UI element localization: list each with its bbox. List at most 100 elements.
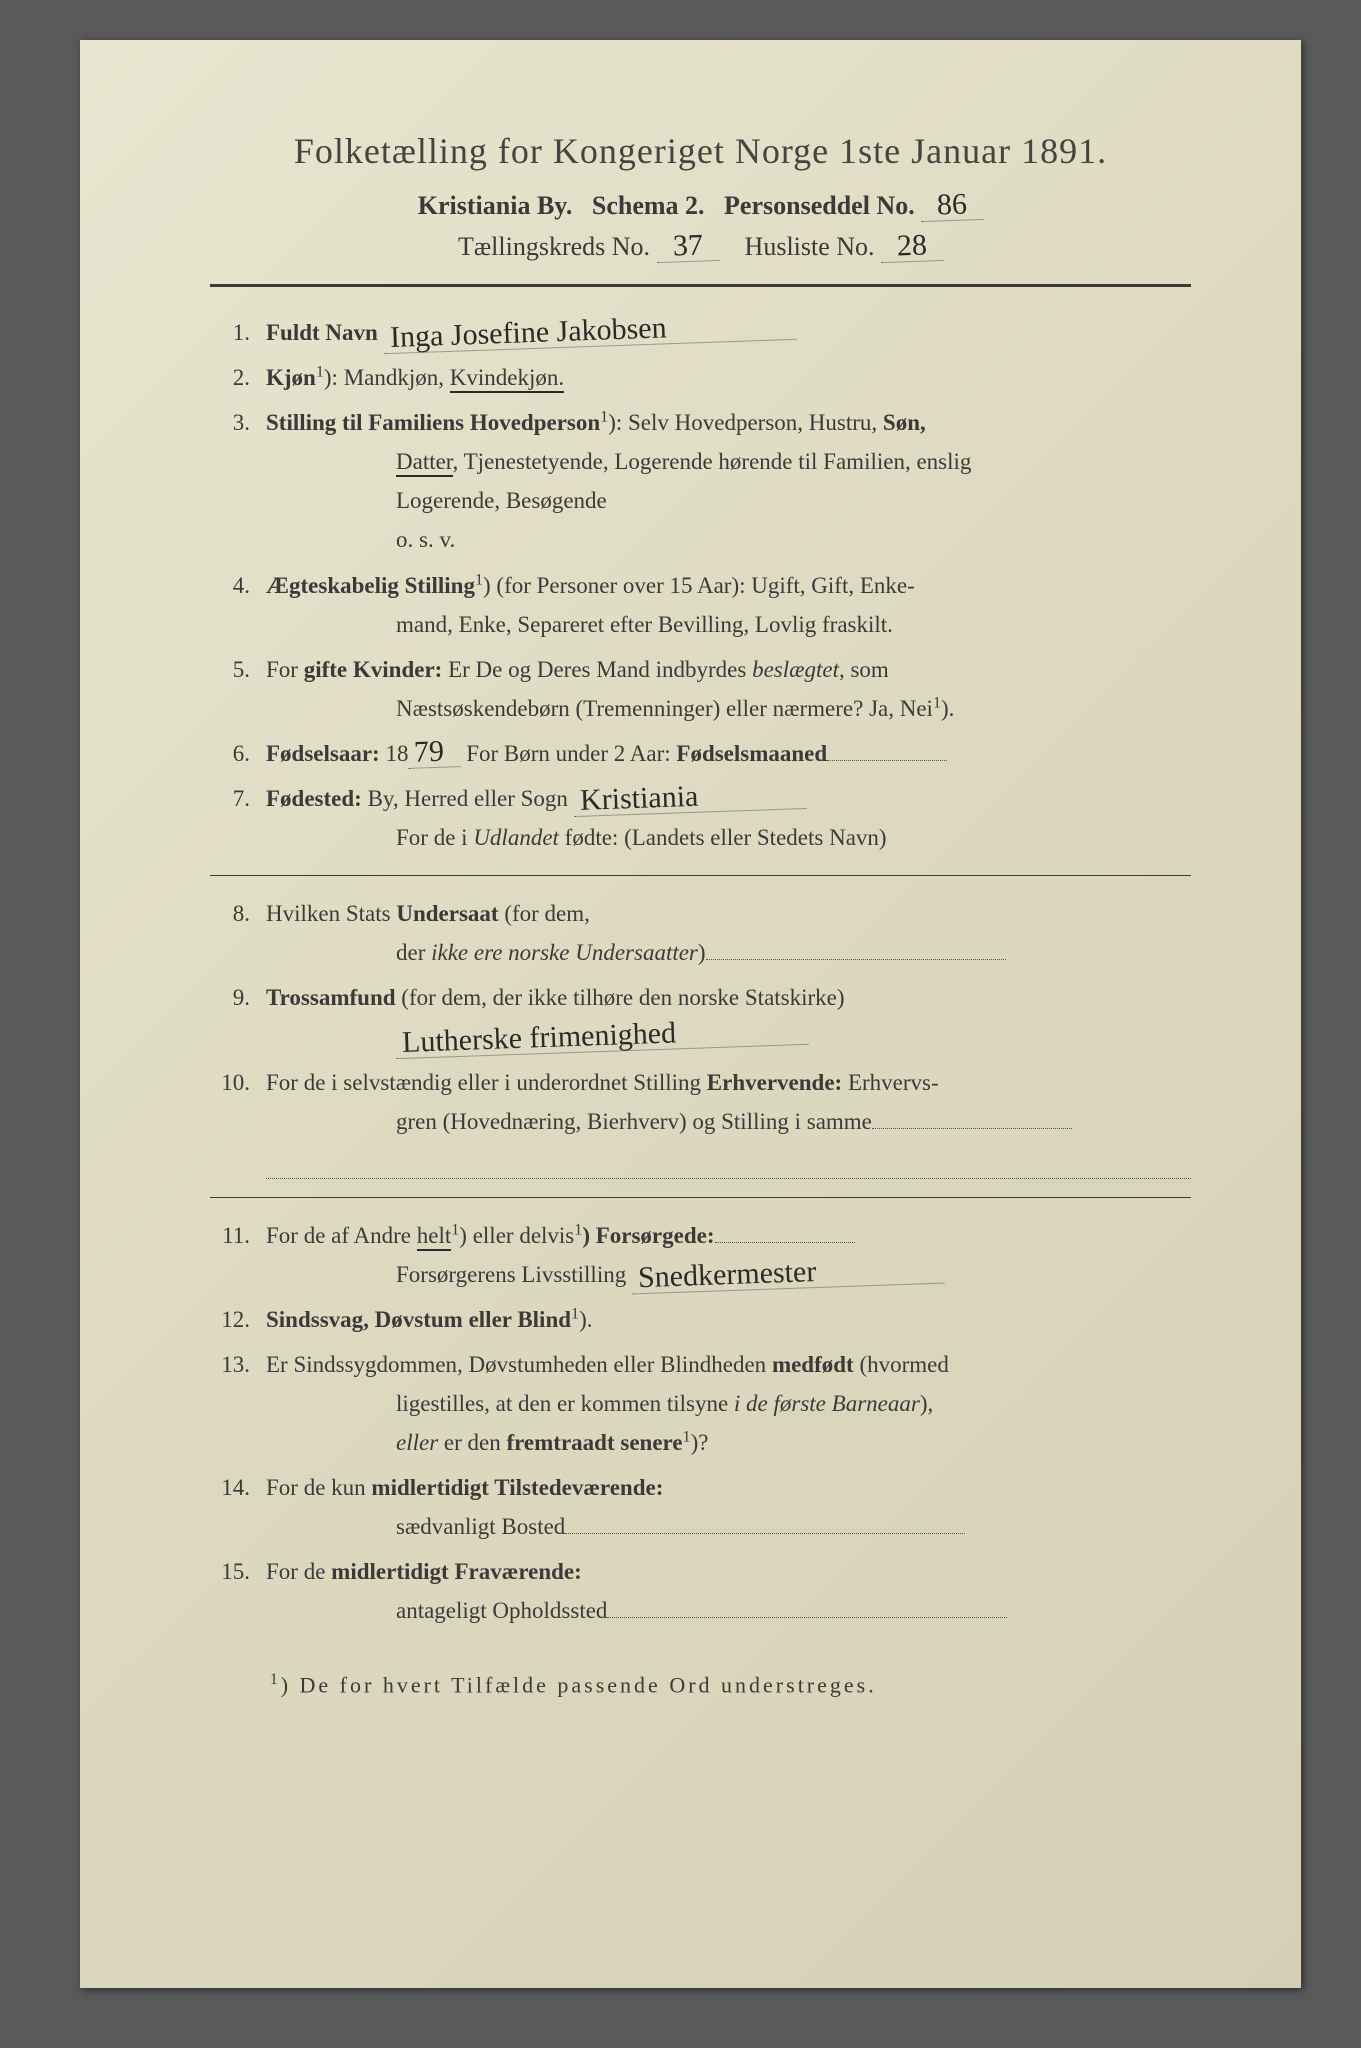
f14-line2-wrap: sædvanligt Bosted [266, 1507, 1191, 1546]
relation-son: Søn, [883, 410, 926, 435]
f5-b1: gifte Kvinder: [304, 657, 443, 682]
whereabouts-blank [607, 1594, 1007, 1618]
field-5-married-women: For gifte Kvinder: Er De og Deres Mand i… [210, 650, 1191, 728]
footnote: 1) De for hvert Tilfælde passende Ord un… [210, 1671, 1191, 1698]
district-label: Tællingskreds No. [458, 232, 650, 261]
form-fields-list: Fuldt Navn Inga Josefine Jakobsen Kjøn1)… [210, 313, 1191, 857]
field-4-line2: mand, Enke, Separeret efter Bevilling, L… [266, 605, 1191, 644]
form-fields-list-2: Hvilken Stats Undersaat (for dem, der ik… [210, 894, 1191, 1178]
sex-male-option: Mandkjøn, [344, 365, 444, 390]
field-12-disability: Sindssvag, Døvstum eller Blind1). [210, 1300, 1191, 1339]
birth-month-blank [827, 737, 947, 761]
f8-rest: (for dem, [499, 901, 590, 926]
f11-helt-selected: helt [417, 1223, 452, 1251]
occupation-blank-2 [266, 1141, 1191, 1179]
field-10-occupation: For de i selvstændig eller i underordnet… [210, 1063, 1191, 1179]
f5-rest1: Er De og Deres Mand indbyrdes [442, 657, 752, 682]
f8-line2: der ikke ere norske Undersaatter) [266, 933, 1191, 972]
f11-lead: For de af Andre [266, 1223, 417, 1248]
f14-b: midlertidigt Tilstedeværende: [371, 1475, 663, 1500]
viewer-frame: Folketælling for Kongeriget Norge 1ste J… [0, 0, 1361, 2048]
f15-b: midlertidigt Fraværende: [331, 1559, 582, 1584]
f11-line2-wrap: Forsørgerens Livsstilling Snedkermester [266, 1255, 1191, 1294]
provider-occupation-value: Snedkermester [632, 1252, 945, 1294]
f9-value-line: Lutherske frimenighed [266, 1018, 1191, 1057]
f7-l2b: fødte: (Landets eller Stedets Navn) [559, 825, 887, 850]
birthplace-value: Kristiania [573, 778, 806, 817]
city-label: Kristiania By. [418, 191, 573, 220]
f13-line2: ligestilles, at den er kommen tilsyne i … [266, 1384, 1191, 1423]
field-11-dependents: For de af Andre helt1) eller delvis1) Fo… [210, 1216, 1191, 1294]
field-7-birthplace: Fødested: By, Herred eller Sogn Kristian… [210, 779, 1191, 857]
f9-label: Trossamfund [266, 985, 396, 1010]
houselist-number-value: 28 [881, 230, 944, 263]
f7-line2: For de i Udlandet fødte: (Landets eller … [266, 818, 1191, 857]
slip-label: Personseddel No. [724, 191, 915, 220]
main-title: Folketælling for Kongeriget Norge 1ste J… [210, 130, 1191, 172]
f6-b2: Fødselsmaaned [676, 741, 827, 766]
schema-label: Schema 2. [592, 191, 705, 220]
form-fields-list-3: For de af Andre helt1) eller delvis1) Fo… [210, 1216, 1191, 1631]
sex-female-option-selected: Kvindekjøn. [450, 365, 564, 393]
field-1-label: Fuldt Navn [266, 320, 378, 345]
f15-line2: antageligt Opholdssted [396, 1598, 607, 1623]
f10-rest: Erhvervs- [842, 1070, 938, 1095]
f5-rest2: som [845, 657, 889, 682]
houselist-label: Husliste No. [745, 232, 875, 261]
f14-line2: sædvanligt Bosted [396, 1514, 565, 1539]
f5-lead: For [266, 657, 304, 682]
f13-l3b: er den [438, 1430, 506, 1455]
f8-lead: Hvilken Stats [266, 901, 396, 926]
f14-lead: For de kun [266, 1475, 371, 1500]
divider-mid-2 [210, 1197, 1191, 1198]
district-number-value: 37 [656, 230, 719, 263]
field-8-citizenship: Hvilken Stats Undersaat (for dem, der ik… [210, 894, 1191, 972]
f11-b: ) Forsørgede: [582, 1223, 714, 1248]
footnote-sup: 1 [270, 1671, 281, 1688]
f7-l2a: For de i [396, 825, 473, 850]
subheader-line-2: Tællingskreds No. 37 Husliste No. 28 [210, 231, 1191, 262]
slip-number-value: 86 [921, 189, 984, 222]
f8-l2a: der [396, 940, 431, 965]
f13-b2: fremtraadt senere [506, 1430, 682, 1455]
f8-b: Undersaat [396, 901, 498, 926]
field-3-label: Stilling til Familiens Hovedperson [266, 410, 600, 435]
f13-i1: i de første Barneaar [734, 1391, 920, 1416]
f5-sup: 1 [933, 694, 941, 711]
f11-line2: Forsørgerens Livsstilling [396, 1262, 626, 1287]
field-3-line2: Datter, Tjenestetyende, Logerende hørend… [266, 442, 1191, 481]
field-14-temporary-present: For de kun midlertidigt Tilstedeværende:… [210, 1468, 1191, 1546]
field-3-tail: ): Selv Hovedperson, Hustru, [608, 410, 883, 435]
f12-sup: 1 [571, 1305, 579, 1322]
f11-blank-top [715, 1219, 855, 1243]
field-3-rest1: , Tjenestetyende, Logerende hørende til … [453, 449, 972, 474]
f10-line2-wrap: gren (Hovednæring, Bierhverv) og Stillin… [266, 1102, 1191, 1141]
f13-line3: eller er den fremtraadt senere1)? [266, 1423, 1191, 1462]
field-4-marital: Ægteskabelig Stilling1) (for Personer ov… [210, 566, 1191, 644]
religion-value: Lutherske frimenighed [396, 1013, 809, 1058]
field-3-relation: Stilling til Familiens Hovedperson1): Se… [210, 403, 1191, 559]
field-4-label: Ægteskabelig Stilling [266, 573, 475, 598]
f5-i1: beslægtet, [752, 657, 845, 682]
f13-l1a: Er Sindssygdommen, Døvstumheden eller Bl… [266, 1352, 772, 1377]
f5-close: ). [941, 696, 954, 721]
f13-l3a: eller [396, 1430, 438, 1455]
f13-l1b: (hvormed [854, 1352, 949, 1377]
field-3-line4: o. s. v. [266, 520, 1191, 559]
field-6-birthyear: Fødselsaar: 1879 For Børn under 2 Aar: F… [210, 734, 1191, 773]
field-2-label: Kjøn [266, 365, 316, 390]
f12-close: ). [579, 1307, 592, 1332]
field-13-disability-onset: Er Sindssygdommen, Døvstumheden eller Bl… [210, 1345, 1191, 1462]
field-2-sex: Kjøn1): Mandkjøn, Kvindekjøn. [210, 358, 1191, 397]
f15-lead: For de [266, 1559, 331, 1584]
divider-top [210, 284, 1191, 287]
full-name-value: Inga Josefine Jakobsen [383, 309, 796, 354]
f13-sup: 1 [683, 1428, 691, 1445]
usual-residence-blank [565, 1510, 965, 1534]
divider-mid-1 [210, 875, 1191, 876]
f6-prefix: 18 [380, 741, 409, 766]
census-form-page: Folketælling for Kongeriget Norge 1ste J… [80, 40, 1301, 1988]
f13-close: )? [691, 1430, 709, 1455]
f7-label: Fødested: [266, 786, 362, 811]
relation-daughter-selected: Datter [396, 449, 453, 477]
